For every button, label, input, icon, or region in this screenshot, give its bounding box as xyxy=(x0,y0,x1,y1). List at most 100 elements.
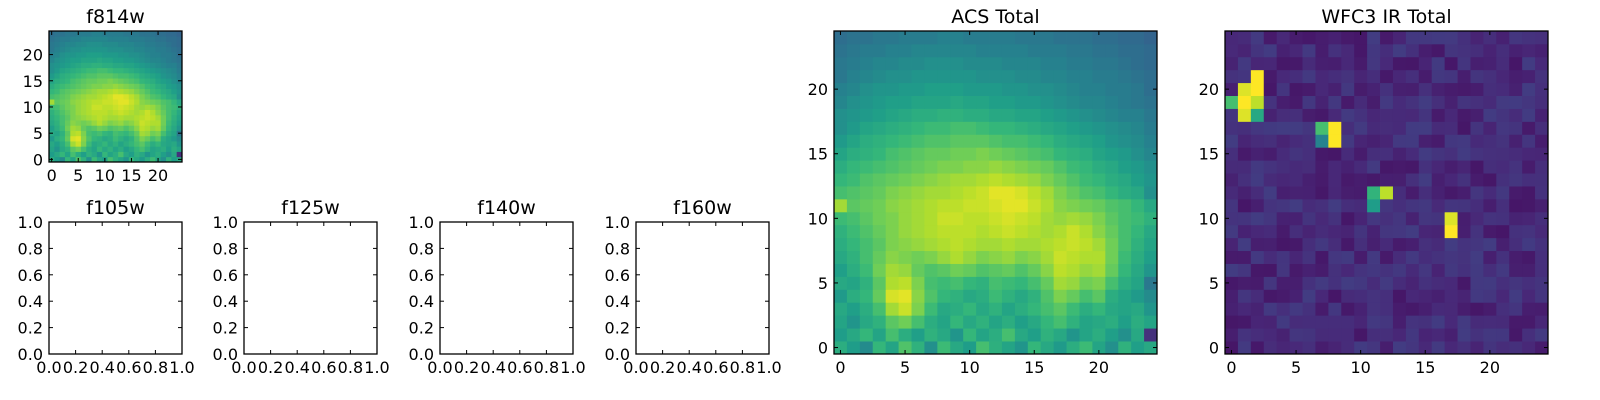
acs_total-cell xyxy=(834,56,848,71)
acs_total-cell xyxy=(976,186,990,200)
wfc3_ir_total-cell xyxy=(1509,341,1523,355)
acs_total-cell xyxy=(911,250,925,264)
acs_total-cell xyxy=(1066,328,1080,342)
f105w-xtick-label: 0.6 xyxy=(116,358,141,377)
wfc3_ir_total-cell xyxy=(1535,173,1549,187)
f814w-cell xyxy=(64,156,71,163)
acs_total-cell xyxy=(1027,315,1042,329)
f814w-cell xyxy=(139,36,146,42)
f125w-axes-frame xyxy=(243,221,378,355)
f814w-cell xyxy=(80,156,87,163)
acs_total-cell xyxy=(950,56,964,71)
acs_total-cell xyxy=(1144,173,1158,187)
wfc3_ir_total-cell xyxy=(1522,276,1536,290)
acs_total-cell xyxy=(911,289,925,303)
f814w-cell xyxy=(176,88,183,95)
acs_total-cell xyxy=(950,315,964,329)
wfc3_ir_total-cell xyxy=(1250,31,1265,45)
wfc3_ir_total-cell xyxy=(1250,186,1265,200)
wfc3_ir_total-cell xyxy=(1263,173,1278,187)
wfc3_ir_total-cell xyxy=(1328,108,1342,122)
f814w-cell xyxy=(96,62,103,69)
f814w-cell xyxy=(49,67,55,74)
wfc3_ir_total-cell xyxy=(1496,56,1510,71)
acs_total-cell xyxy=(1079,95,1093,109)
f814w-cell xyxy=(171,93,178,100)
wfc3_ir_total-cell xyxy=(1418,108,1433,122)
wfc3_ir_total-cell xyxy=(1315,186,1329,200)
wfc3_ir_total-cell xyxy=(1431,198,1446,213)
wfc3_ir_total-cell xyxy=(1354,276,1368,290)
wfc3_ir_total-cell xyxy=(1263,276,1278,290)
acs_total-cell xyxy=(1040,211,1055,226)
wfc3_ir_total-cell xyxy=(1535,31,1549,45)
acs_total-cell xyxy=(859,341,874,355)
acs_total-cell xyxy=(885,224,899,239)
f814w-cell xyxy=(155,67,162,74)
acs_total-cell xyxy=(963,56,977,71)
wfc3_ir_total-cell xyxy=(1341,31,1355,45)
acs_total-cell xyxy=(989,289,1003,303)
f814w-cell xyxy=(107,99,114,105)
f814w-cell xyxy=(150,104,156,110)
acs_total-cell xyxy=(1066,43,1080,58)
f814w-axes-frame xyxy=(48,30,183,163)
f814w-cell xyxy=(144,72,151,79)
wfc3_ir_total-cell xyxy=(1522,82,1536,96)
f125w-xtick-label: 0.2 xyxy=(258,358,283,377)
acs_total-cell xyxy=(1001,289,1016,303)
wfc3_ir_total-cell xyxy=(1237,173,1252,187)
f814w-cell xyxy=(123,31,130,37)
f814w-cell xyxy=(176,135,183,142)
acs_total-cell xyxy=(834,147,848,161)
f814w-cell xyxy=(75,120,82,126)
wfc3_ir_total-cell xyxy=(1225,160,1239,174)
acs_total-cell xyxy=(859,328,874,342)
wfc3_ir_total-cell xyxy=(1237,289,1252,303)
f814w-cell xyxy=(171,104,178,110)
wfc3_ir_total-cell xyxy=(1237,237,1252,252)
wfc3_ir_total-cell xyxy=(1405,82,1420,96)
f105w-ytick-label: 0.0 xyxy=(18,345,43,364)
f814w-cell xyxy=(54,114,61,121)
f814w-cell xyxy=(123,51,130,58)
f814w-cell xyxy=(160,135,167,142)
acs_total-cell xyxy=(872,186,887,200)
acs_total-cell xyxy=(1014,186,1029,200)
acs_total-cell xyxy=(834,276,848,290)
wfc3_ir_total-cell xyxy=(1457,328,1471,342)
wfc3_ir_total-cell xyxy=(1225,276,1239,290)
f814w-cell xyxy=(91,62,98,69)
acs_total-cell xyxy=(1014,173,1029,187)
wfc3_ir_total-cell xyxy=(1263,328,1278,342)
wfc3_ir_total-cell xyxy=(1496,302,1510,316)
wfc3_ir_total-cell xyxy=(1509,263,1523,277)
acs_total-cell xyxy=(937,147,951,161)
acs_total-cell xyxy=(834,95,848,109)
acs_total-cell xyxy=(989,160,1003,174)
acs_total-cell xyxy=(859,160,874,174)
acs_total-cell xyxy=(1092,237,1106,252)
f814w-cell xyxy=(75,36,82,42)
f814w-cell xyxy=(134,151,140,158)
acs_total-cell xyxy=(1001,328,1016,342)
f814w-cell xyxy=(107,83,114,90)
f814w-cell xyxy=(139,88,146,95)
f814w-cell xyxy=(80,151,87,158)
wfc3_ir_total-cell xyxy=(1263,211,1278,226)
acs_total-cell xyxy=(1001,250,1016,264)
wfc3_ir_total-cell xyxy=(1263,82,1278,96)
wfc3_ir_total-cell xyxy=(1418,173,1433,187)
acs_total-cell xyxy=(885,56,899,71)
f814w-cell xyxy=(155,46,162,53)
acs_total-cell xyxy=(989,315,1003,329)
f814w-cell xyxy=(70,62,76,69)
f814w-cell xyxy=(134,130,140,137)
f814w-cell xyxy=(166,88,172,95)
f814w-cell xyxy=(102,83,108,90)
acs_total-cell xyxy=(859,198,874,213)
f814w-cell xyxy=(118,93,124,100)
f814w-cell xyxy=(102,46,108,53)
acs_total-cell xyxy=(963,198,977,213)
